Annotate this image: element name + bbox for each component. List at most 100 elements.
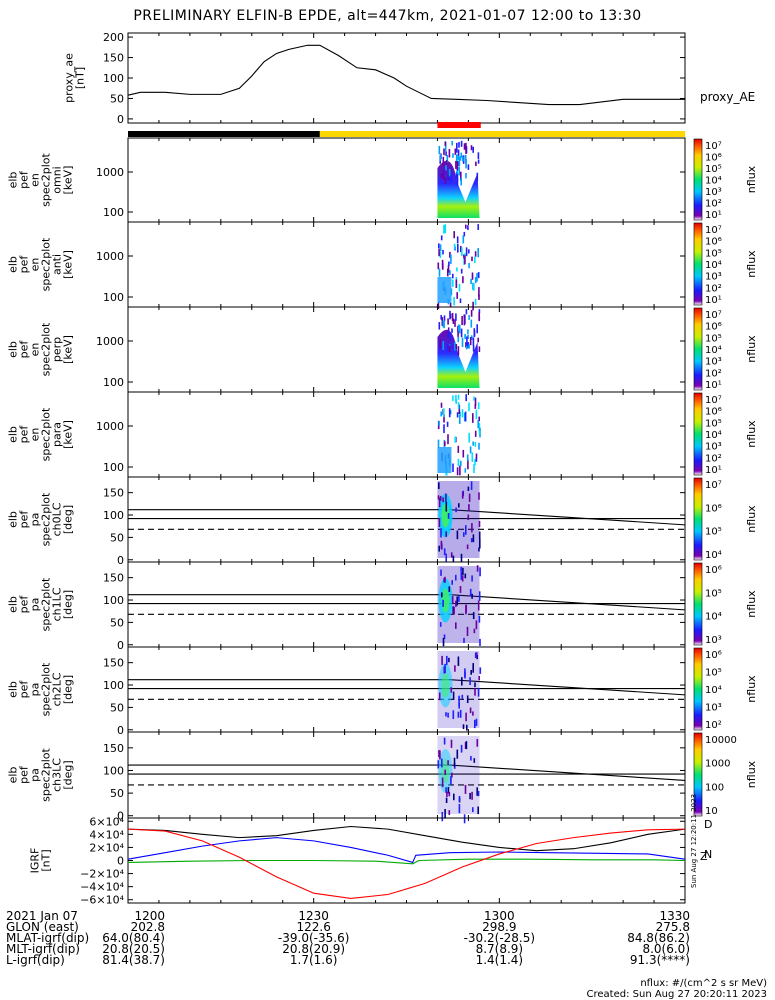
pitch-angle-spectrogram-2-speckle [477, 600, 480, 611]
energy-spectrogram-2-speckle [477, 248, 479, 258]
energy-spectrogram-4-speckle [474, 430, 477, 437]
pitch-angle-spectrogram-3-loss-cone-upper [128, 679, 686, 696]
energy-spectrogram-3-colorbar-tick-label: 10³ [705, 357, 722, 368]
pitch-angle-spectrogram-1-speckle [440, 528, 442, 538]
pitch-angle-spectrogram-4-speckle [448, 810, 451, 816]
pitch-angle-spectrogram-1-speckle [445, 531, 447, 537]
energy-spectrogram-2-speckle [461, 247, 463, 257]
energy-spectrogram-4-colorbar-tick-label: 10² [705, 453, 722, 464]
igrf-timestamp: Sun Aug 27 12:20:11 2023 [690, 794, 698, 888]
igrf-legend-N: N [704, 848, 712, 861]
pitch-angle-spectrogram-2-speckle [466, 626, 469, 637]
energy-spectrogram-3-colorbar-tick-label: 10⁴ [705, 345, 722, 356]
pitch-angle-spectrogram-4-colorbar-tick-label: 10000 [705, 735, 737, 746]
energy-spectrogram-4-speckle [449, 410, 452, 415]
pitch-angle-spectrogram-4-speckle [471, 791, 473, 800]
energy-spectrogram-3-speckle [478, 346, 481, 352]
pitch-angle-spectrogram-3-speckle [466, 724, 468, 731]
proxy-ae-ytick-label: 100 [103, 72, 124, 85]
pitch-angle-spectrogram-3-colorbar-tick-label: 10² [705, 720, 722, 731]
pitch-angle-spectrogram-3-speckle [458, 703, 460, 709]
pitch-angle-spectrogram-1-speckle [460, 553, 463, 563]
pitch-angle-spectrogram-1-ytick-label: 100 [103, 509, 124, 522]
pitch-angle-spectrogram-2-speckle [452, 606, 454, 614]
energy-spectrogram-2-speckle [467, 225, 469, 230]
energy-spectrogram-2-colorbar-tick-label: 10¹ [705, 295, 722, 306]
energy-spectrogram-1-colorbar-tick-label: 10⁶ [705, 153, 722, 164]
pitch-angle-spectrogram-4-ylabel-line: ch3LC [51, 758, 64, 792]
energy-spectrogram-1-ytick-label: 1000 [96, 166, 124, 179]
energy-spectrogram-3-speckle [443, 315, 446, 322]
xaxis-row-value: 1300 [484, 909, 515, 923]
pitch-angle-spectrogram-2-colorbar-tick-label: 10⁶ [705, 565, 722, 576]
energy-spectrogram-2-speckle [474, 298, 477, 306]
energy-spectrogram-2-speckle [448, 261, 450, 267]
proxy-ae-line [127, 44, 685, 106]
energy-spectrogram-4-speckle [443, 424, 445, 434]
energy-spectrogram-1-colorbar-tick-label: 10³ [705, 187, 722, 198]
energy-spectrogram-4-colorbar-tick-label: 10⁶ [705, 407, 722, 418]
pitch-angle-spectrogram-2-loss-cone-upper [128, 594, 686, 611]
energy-spectrogram-3-speckle [454, 319, 456, 327]
energy-spectrogram-3-speckle [473, 328, 476, 337]
energy-spectrogram-3-speckle [467, 329, 469, 334]
energy-spectrogram-3-ytick-label: 100 [103, 376, 124, 389]
energy-spectrogram-4-speckle [463, 412, 466, 422]
pitch-angle-spectrogram-4-speckle [445, 787, 447, 793]
energy-spectrogram-3-speckle [438, 322, 441, 330]
pitch-angle-spectrogram-1-speckle [478, 531, 481, 540]
pitch-angle-spectrogram-2-colorbar-tick-label: 10⁵ [705, 588, 722, 599]
energy-spectrogram-3-speckle [469, 337, 472, 346]
pitch-angle-spectrogram-3-speckle [475, 718, 478, 726]
pitch-angle-spectrogram-1-speckle [465, 525, 467, 535]
pitch-angle-spectrogram-1-colorbar [693, 477, 703, 561]
energy-spectrogram-4-speckle [474, 459, 476, 466]
pitch-angle-spectrogram-4-ytick-label: 50 [110, 787, 124, 800]
energy-spectrogram-4-speckle [472, 413, 474, 423]
energy-spectrogram-3-speckle [461, 337, 464, 348]
proxy-ae-legend: proxy_AE [700, 90, 755, 104]
xaxis-row-label: MLAT-igrf(dip) [6, 931, 89, 945]
energy-spectrogram-1-ylabel-line: [keV] [62, 166, 75, 195]
energy-spectrogram-1-speckle [439, 154, 442, 161]
pitch-angle-spectrogram-4-speckle [470, 756, 472, 761]
energy-spectrogram-3-speckle [472, 345, 475, 352]
energy-spectrogram-1-speckle [460, 152, 463, 158]
pitch-angle-spectrogram-3-speckle [469, 677, 471, 686]
energy-spectrogram-1-speckle [462, 156, 464, 162]
energy-spectrogram-3-speckle [455, 313, 457, 321]
energy-spectrogram-4-colorbar-tick-label: 10⁴ [705, 430, 722, 441]
energy-spectrogram-1-colorbar-tick-label: 10¹ [705, 210, 722, 221]
energy-spectrogram-4-speckle [471, 452, 474, 462]
pitch-angle-spectrogram-2-ytick-label: 50 [110, 616, 124, 629]
energy-spectrogram-1-speckle [458, 142, 460, 148]
pitch-angle-spectrogram-2-speckle [439, 622, 442, 627]
pitch-angle-spectrogram-2-speckle [453, 606, 455, 615]
energy-spectrogram-1-speckle [457, 149, 460, 156]
energy-spectrogram-3-speckle [465, 309, 468, 315]
pitch-angle-spectrogram-2-colorbar-label: nflux [745, 590, 758, 618]
pitch-angle-spectrogram-2-speckle [455, 622, 457, 629]
energy-spectrogram-1-speckle [452, 153, 454, 158]
energy-spectrogram-1-speckle [470, 145, 473, 151]
pitch-angle-spectrogram-1-flux-core [441, 503, 450, 528]
energy-spectrogram-2-colorbar-tick-label: 10² [705, 283, 722, 294]
energy-spectrogram-2-speckle [457, 243, 459, 253]
energy-spectrogram-3-speckle [461, 316, 463, 326]
energy-spectrogram-2-speckle [458, 283, 461, 292]
pitch-angle-spectrogram-4-speckle [450, 739, 453, 748]
energy-spectrogram-3-speckle [455, 344, 458, 350]
pitch-angle-spectrogram-4-speckle [448, 791, 451, 797]
pitch-angle-spectrogram-3-speckle [461, 677, 463, 686]
energy-spectrogram-4-speckle [456, 467, 459, 476]
energy-spectrogram-1-speckle [445, 151, 447, 156]
chart-title: PRELIMINARY ELFIN-B EPDE, alt=447km, 202… [133, 8, 642, 24]
pitch-angle-spectrogram-3-ylabel-line: spec2plot [40, 662, 53, 716]
energy-spectrogram-3-speckle [447, 329, 450, 338]
pitch-angle-spectrogram-4-colorbar [693, 732, 703, 817]
pitch-angle-spectrogram-3-speckle [476, 652, 478, 659]
energy-spectrogram-2-speckle [470, 278, 472, 285]
energy-spectrogram-2-ylabel-line: en [29, 258, 42, 272]
pitch-angle-spectrogram-3-speckle [464, 668, 466, 678]
energy-spectrogram-2-speckle [441, 259, 444, 269]
